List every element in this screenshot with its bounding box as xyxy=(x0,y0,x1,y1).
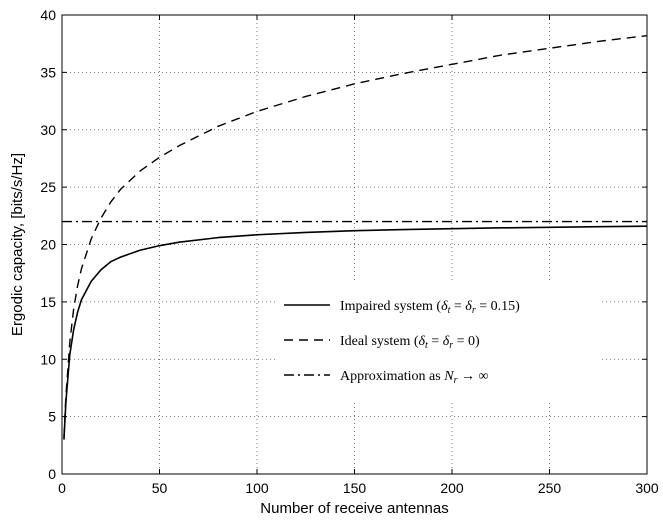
x-tick-label: 300 xyxy=(635,480,659,496)
tick-labels: 0 50 100 150 200 250 300 0 5 10 15 20 25 30 35 40 xyxy=(40,7,658,496)
legend: Impaired system (δt = δr = 0.15) Ideal s… xyxy=(276,283,600,400)
y-tick-label: 25 xyxy=(40,179,56,195)
series-line-ideal xyxy=(63,34,647,438)
x-tick-label: 0 xyxy=(58,480,66,496)
y-tick-label: 30 xyxy=(40,122,56,138)
x-tick-label: 50 xyxy=(152,480,168,496)
y-tick-label: 35 xyxy=(40,64,56,80)
legend-label-ideal: Ideal system (δt = δr = 0) xyxy=(340,334,480,351)
series-layer xyxy=(62,34,647,440)
ticks xyxy=(61,14,648,475)
x-axis-title: Number of receive antennas xyxy=(260,500,448,517)
x-tick-label: 250 xyxy=(538,480,562,496)
y-tick-label: 15 xyxy=(40,294,56,310)
x-tick-label: 200 xyxy=(440,480,464,496)
x-tick-label: 150 xyxy=(343,480,367,496)
x-tick-label: 100 xyxy=(245,480,269,496)
y-tick-label: 0 xyxy=(48,466,56,482)
legend-box xyxy=(276,283,600,400)
legend-label-approximation: Approximation as Nr → ∞ xyxy=(340,369,488,386)
y-tick-label: 20 xyxy=(40,237,56,253)
legend-label-impaired: Impaired system (δt = δr = 0.15) xyxy=(340,299,520,316)
y-tick-label: 5 xyxy=(48,409,56,425)
series-line-impaired xyxy=(63,225,647,440)
y-axis-title: Ergodic capacity, [bits/s/Hz] xyxy=(9,153,26,336)
y-tick-label: 40 xyxy=(40,7,56,23)
y-tick-label: 10 xyxy=(40,351,56,367)
